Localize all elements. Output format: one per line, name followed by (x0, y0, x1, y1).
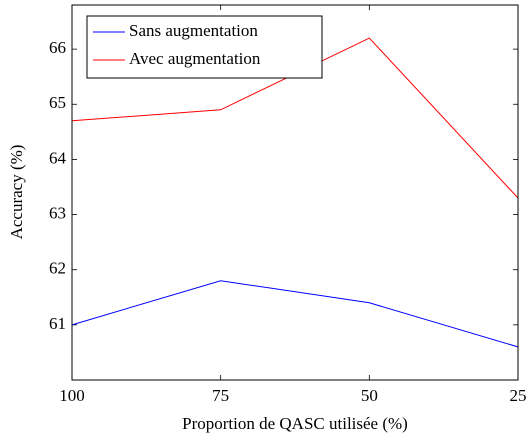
x-tick-label: 50 (361, 386, 378, 405)
x-axis-label: Proportion de QASC utilisée (%) (182, 414, 408, 433)
y-tick-label: 62 (49, 259, 66, 278)
y-tick-label: 61 (49, 314, 66, 333)
y-axis-label: Accuracy (%) (7, 145, 26, 240)
x-tick-label: 100 (59, 386, 85, 405)
x-tick-label: 25 (510, 386, 527, 405)
y-tick-label: 64 (49, 148, 67, 167)
data-line (71, 280, 519, 348)
plot-frame (71, 4, 519, 381)
legend-box (86, 15, 323, 79)
y-tick-label: 66 (49, 38, 66, 57)
y-tick-label: 63 (49, 203, 66, 222)
legend-label: Avec augmentation (129, 49, 261, 68)
x-tick-label: 75 (212, 386, 229, 405)
legend-label: Sans augmentation (129, 21, 258, 40)
y-tick-label: 65 (49, 93, 66, 112)
